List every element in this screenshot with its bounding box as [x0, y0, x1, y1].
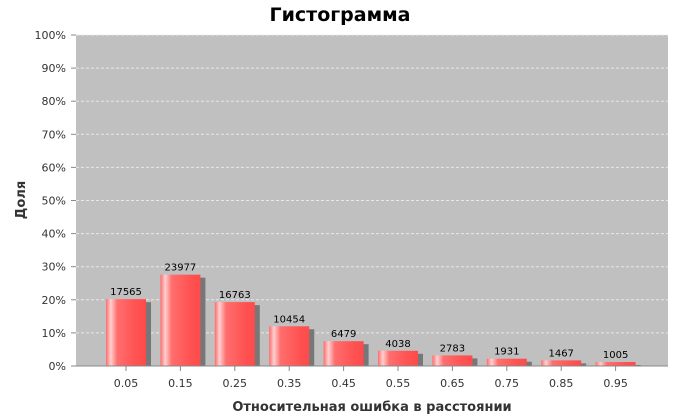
bar-data-label: 1931: [494, 347, 519, 358]
bar: [432, 355, 473, 366]
y-axis-ticks: 0% 10% 20% 30% 40% 50% 60% 70% 80% 90% 100%: [35, 29, 76, 373]
bar-data-label: 1467: [548, 348, 573, 359]
y-tick-label: 0%: [49, 360, 66, 373]
bar-data-label: 10454: [273, 314, 305, 325]
bar-data-label: 1005: [603, 350, 628, 361]
bar: [214, 302, 255, 366]
bar: [595, 362, 636, 366]
x-tick-label: 0.65: [440, 377, 465, 390]
y-tick-label: 20%: [42, 294, 66, 307]
bar: [323, 341, 364, 366]
bar: [160, 274, 201, 366]
bar-data-label: 16763: [219, 290, 251, 301]
y-tick-label: 40%: [42, 228, 66, 241]
y-tick-label: 30%: [42, 261, 66, 274]
x-tick-label: 0.35: [277, 377, 302, 390]
bar: [106, 299, 146, 366]
y-tick-label: 60%: [42, 161, 66, 174]
y-tick-label: 90%: [42, 62, 66, 75]
y-tick-label: 10%: [42, 327, 66, 340]
gridlines: [76, 34, 668, 334]
y-tick-label: 50%: [42, 195, 66, 208]
chart-title: Гистограмма: [270, 4, 411, 26]
x-axis-ticks: 0.05 0.15 0.25 0.35 0.45 0.55 0.65 0.75 0.85 0.95: [114, 366, 628, 390]
bars: 17565 23977 16763 10454 6479 4038 2783 1931 1467…: [106, 263, 641, 366]
bar-data-label: 23977: [164, 263, 196, 274]
y-tick-label: 100%: [35, 29, 66, 42]
x-tick-label: 0.75: [495, 377, 520, 390]
bar-data-label: 6479: [331, 329, 356, 340]
x-tick-label: 0.25: [223, 377, 248, 390]
bar-data-label: 17565: [110, 287, 142, 298]
x-axis-label: Относительная ошибка в расстоянии: [232, 400, 511, 415]
bar-data-label: 4038: [385, 339, 410, 350]
bar: [486, 358, 527, 366]
x-tick-label: 0.45: [331, 377, 356, 390]
bar-data-label: 2783: [440, 343, 465, 354]
x-tick-label: 0.05: [114, 377, 139, 390]
bar: [269, 326, 310, 366]
x-tick-label: 0.85: [549, 377, 574, 390]
y-tick-label: 80%: [42, 95, 66, 108]
x-tick-label: 0.95: [603, 377, 628, 390]
y-tick-label: 70%: [42, 128, 66, 141]
bar: [541, 360, 582, 366]
x-tick-label: 0.15: [168, 377, 193, 390]
bar: [378, 350, 418, 366]
x-tick-label: 0.55: [386, 377, 411, 390]
y-axis-label: Доля: [14, 181, 29, 219]
